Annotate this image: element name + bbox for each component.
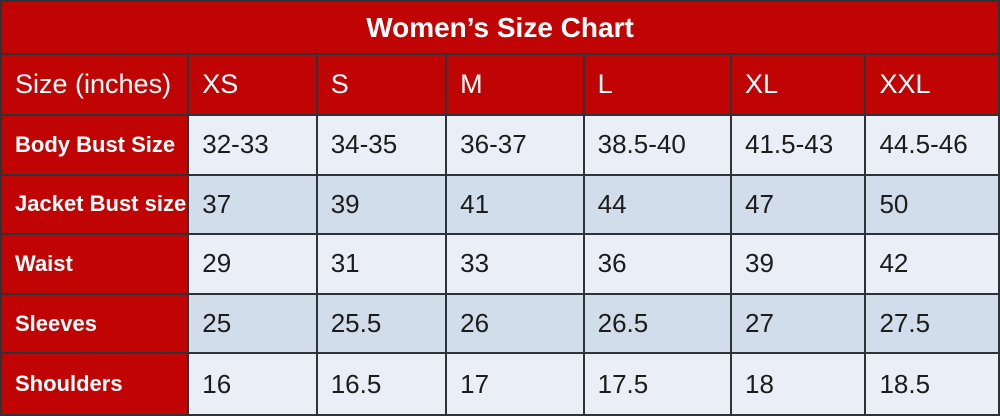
value-cell: 41.5-43 xyxy=(732,116,867,176)
value-cell: 39 xyxy=(317,175,448,236)
value-cell: 42 xyxy=(866,235,998,295)
chart-title: Women’s Size Chart xyxy=(2,2,998,55)
column-header-s: S xyxy=(317,55,448,116)
row-label: Waist xyxy=(2,235,190,295)
value-cell: 29 xyxy=(189,235,318,295)
row-label: Sleeves xyxy=(2,294,190,355)
value-cell: 44.5-46 xyxy=(866,116,998,176)
value-cell: 18 xyxy=(732,354,867,414)
value-cell: 27.5 xyxy=(866,294,998,355)
value-cell: 33 xyxy=(447,235,585,295)
header-row: Size (inches) XS S M L XL XXL xyxy=(2,55,998,116)
value-cell: 26.5 xyxy=(584,294,733,355)
value-cell: 37 xyxy=(189,175,318,236)
value-cell: 36 xyxy=(584,235,733,295)
column-header-xxl: XXL xyxy=(866,55,998,116)
row-label: Body Bust Size xyxy=(2,116,190,176)
column-header-xl: XL xyxy=(732,55,867,116)
value-cell: 25 xyxy=(189,294,318,355)
value-cell: 26 xyxy=(447,294,585,355)
table-row-sleeves: Sleeves 25 25.5 26 26.5 27 27.5 xyxy=(2,294,998,355)
value-cell: 17.5 xyxy=(584,354,733,414)
value-cell: 17 xyxy=(447,354,585,414)
value-cell: 32-33 xyxy=(189,116,318,176)
value-cell: 39 xyxy=(732,235,867,295)
table-row-waist: Waist 29 31 33 36 39 42 xyxy=(2,235,998,295)
row-label: Shoulders xyxy=(2,354,190,414)
table-row-jacket-bust-size: Jacket Bust size 37 39 41 44 47 50 xyxy=(2,175,998,236)
row-label: Jacket Bust size xyxy=(2,175,190,236)
value-cell: 47 xyxy=(732,175,867,236)
value-cell: 38.5-40 xyxy=(584,116,733,176)
value-cell: 44 xyxy=(584,175,733,236)
value-cell: 16.5 xyxy=(317,354,448,414)
value-cell: 31 xyxy=(317,235,448,295)
value-cell: 25.5 xyxy=(317,294,448,355)
column-header-l: L xyxy=(584,55,733,116)
column-header-m: M xyxy=(447,55,585,116)
table-row-body-bust-size: Body Bust Size 32-33 34-35 36-37 38.5-40… xyxy=(2,116,998,176)
table-row-shoulders: Shoulders 16 16.5 17 17.5 18 18.5 xyxy=(2,354,998,414)
value-cell: 36-37 xyxy=(447,116,585,176)
value-cell: 18.5 xyxy=(866,354,998,414)
value-cell: 34-35 xyxy=(317,116,448,176)
value-cell: 27 xyxy=(732,294,867,355)
column-header-xs: XS xyxy=(189,55,318,116)
value-cell: 16 xyxy=(189,354,318,414)
value-cell: 50 xyxy=(866,175,998,236)
value-cell: 41 xyxy=(447,175,585,236)
column-header-size-inches: Size (inches) xyxy=(2,55,190,116)
